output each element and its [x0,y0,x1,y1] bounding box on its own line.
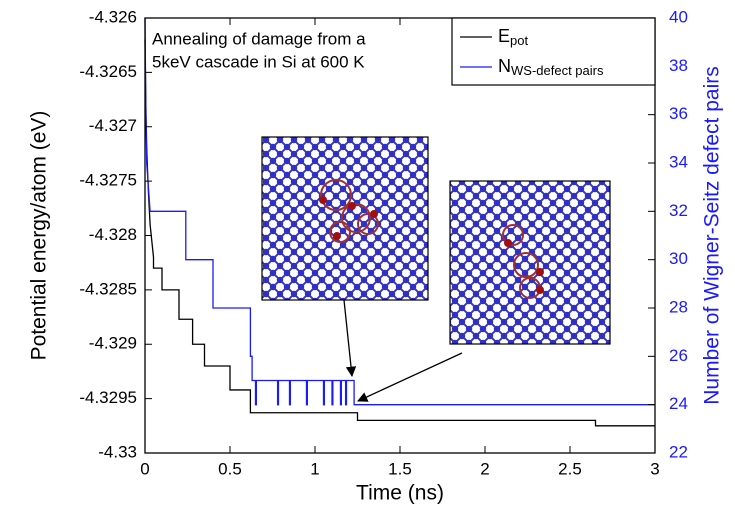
y-tick-label: -4.328 [89,225,137,244]
inset-1 [261,136,429,301]
y-tick-label: -4.3295 [79,388,137,407]
arrow [343,299,357,378]
y2-tick-label: 30 [669,249,688,268]
x-tick-label: 3 [650,459,659,478]
annotation: 5keV cascade in Si at 600 K [152,52,365,71]
series-line [144,17,655,406]
x-tick-label: 1 [310,459,319,478]
x-axis-label: Time (ns) [356,482,444,505]
y2-tick-label: 40 [669,7,688,26]
y2-tick-label: 28 [669,297,688,316]
y2-tick-label: 32 [669,201,688,220]
y-tick-label: -4.3265 [79,62,137,81]
x-tick-label: 2 [480,459,489,478]
x-tick-label: 0.5 [218,459,242,478]
y-tick-label: -4.3285 [79,279,137,298]
legend-subscript: pot [510,33,528,48]
x-tick-label: 2.5 [558,459,582,478]
y-axis-label: Potential energy/atom (eV) [28,111,51,361]
y-tick-label: -4.33 [98,442,137,461]
arrow [357,352,463,402]
y2-tick-label: 34 [669,152,688,171]
y2-tick-label: 36 [669,104,688,123]
y-tick-label: -4.329 [89,334,137,353]
y2-axis-label: Number of Wigner-Seitz defect pairs [701,66,724,404]
x-tick-label: 0 [140,459,149,478]
y2-tick-label: 24 [669,394,688,413]
legend-label: Epot [498,26,528,49]
legend-name: N [498,56,511,76]
y-tick-label: -4.3275 [79,171,137,190]
inset-2 [449,180,611,345]
y-tick-label: -4.327 [89,116,137,135]
series-line [144,39,655,427]
y-tick-label: -4.326 [89,7,137,26]
x-tick-label: 1.5 [388,459,412,478]
legend-name: E [498,26,510,46]
annotation: Annealing of damage from a [152,29,366,48]
legend-label: NWS-defect pairs [498,56,604,79]
legend-box [451,17,656,86]
y2-tick-label: 22 [669,442,688,461]
legend-subscript: WS-defect pairs [511,63,604,78]
y2-tick-label: 26 [669,346,688,365]
y2-tick-label: 38 [669,56,688,75]
